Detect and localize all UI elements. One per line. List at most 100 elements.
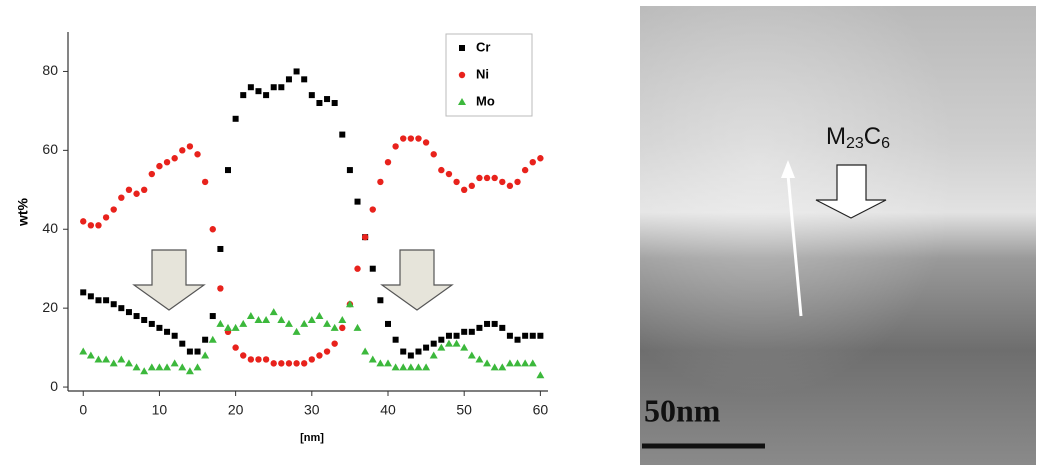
marker <box>294 68 300 74</box>
marker <box>126 309 132 315</box>
marker <box>232 324 240 331</box>
marker <box>446 333 452 339</box>
y-axis-label: wt% <box>15 197 31 227</box>
marker <box>476 325 482 331</box>
marker <box>515 337 521 343</box>
marker <box>415 135 421 141</box>
marker <box>385 321 391 327</box>
marker <box>309 356 315 362</box>
marker <box>187 349 193 355</box>
marker <box>156 163 162 169</box>
marker <box>377 179 383 185</box>
marker <box>400 349 406 355</box>
marker <box>155 363 163 370</box>
marker <box>163 363 171 370</box>
marker <box>149 171 155 177</box>
marker <box>201 351 209 358</box>
marker <box>95 222 101 228</box>
marker <box>332 100 338 106</box>
marker <box>506 359 514 366</box>
marker <box>438 167 444 173</box>
marker <box>369 355 377 362</box>
micrograph: M23C6 50nm <box>640 6 1036 465</box>
marker <box>415 349 421 355</box>
marker <box>453 179 459 185</box>
marker <box>445 340 453 347</box>
marker <box>300 320 308 327</box>
marker <box>408 352 414 358</box>
marker <box>217 285 223 291</box>
x-tick-label: 30 <box>304 402 320 418</box>
marker <box>384 359 392 366</box>
marker <box>537 333 543 339</box>
marker <box>202 179 208 185</box>
marker <box>438 337 444 343</box>
marker <box>362 234 368 240</box>
marker <box>179 341 185 347</box>
marker <box>339 325 345 331</box>
marker <box>277 316 285 323</box>
marker <box>179 147 185 153</box>
marker <box>133 363 141 370</box>
marker <box>338 316 346 323</box>
marker <box>225 167 231 173</box>
marker <box>537 155 543 161</box>
marker <box>446 171 452 177</box>
marker <box>187 143 193 149</box>
marker <box>437 344 445 351</box>
marker <box>530 333 536 339</box>
marker <box>248 84 254 90</box>
marker <box>125 359 133 366</box>
legend-label: Ni <box>476 66 489 81</box>
marker <box>376 359 384 366</box>
marker <box>414 363 422 370</box>
marker <box>141 187 147 193</box>
marker <box>263 356 269 362</box>
marker <box>361 348 369 355</box>
marker <box>324 96 330 102</box>
marker <box>385 159 391 165</box>
marker <box>293 360 299 366</box>
marker <box>430 351 438 358</box>
marker <box>80 289 86 295</box>
marker <box>484 321 490 327</box>
marker <box>315 312 323 319</box>
marker <box>110 359 118 366</box>
marker <box>102 355 110 362</box>
marker <box>529 359 537 366</box>
marker <box>460 344 468 351</box>
marker <box>156 325 162 331</box>
marker <box>522 333 528 339</box>
marker <box>133 191 139 197</box>
marker <box>461 329 467 335</box>
marker <box>286 360 292 366</box>
marker <box>271 360 277 366</box>
marker <box>499 325 505 331</box>
marker <box>210 226 216 232</box>
marker <box>331 324 339 331</box>
marker <box>507 333 513 339</box>
marker <box>263 92 269 98</box>
marker <box>232 344 238 350</box>
marker <box>240 352 246 358</box>
marker <box>224 324 232 331</box>
marker <box>377 297 383 303</box>
marker <box>134 313 140 319</box>
marker <box>171 155 177 161</box>
marker <box>400 135 406 141</box>
marker <box>172 333 178 339</box>
marker <box>239 320 247 327</box>
marker <box>469 329 475 335</box>
label-sub: 6 <box>881 135 890 152</box>
marker <box>355 199 361 205</box>
marker <box>95 297 101 303</box>
marker <box>469 183 475 189</box>
marker <box>454 333 460 339</box>
marker <box>111 301 117 307</box>
marker <box>262 316 270 323</box>
marker <box>210 313 216 319</box>
marker <box>271 84 277 90</box>
marker <box>370 206 376 212</box>
marker <box>453 340 461 347</box>
marker <box>195 349 201 355</box>
